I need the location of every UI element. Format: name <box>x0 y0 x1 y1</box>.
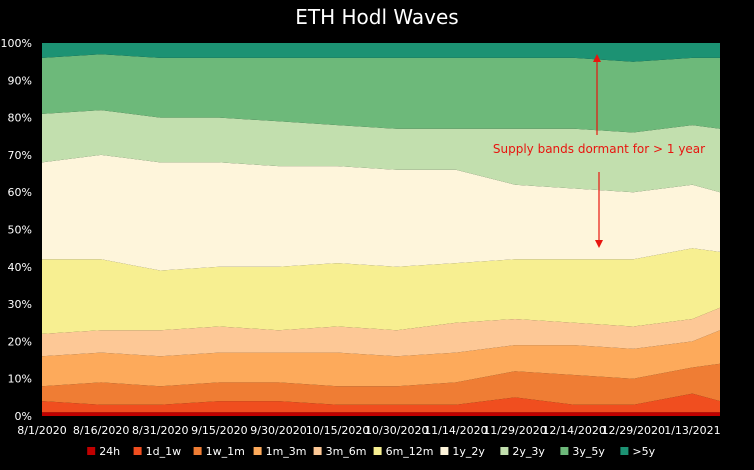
x-tick-label: 11/14/2020 <box>424 424 487 437</box>
x-tick-label: 8/31/2020 <box>132 424 188 437</box>
y-tick-label: 70% <box>8 149 32 162</box>
annotation: Supply bands dormant for > 1 year <box>493 54 705 248</box>
legend-swatch-1d_1w <box>133 447 142 455</box>
x-tick-label: 8/1/2020 <box>17 424 66 437</box>
y-tick-label: 90% <box>8 74 32 87</box>
y-tick-label: 20% <box>8 335 32 348</box>
y-tick-label: 40% <box>8 261 32 274</box>
x-axis: 8/1/2020 8/16/2020 8/31/2020 9/15/2020 9/30/… <box>17 424 720 437</box>
legend-swatch-24h <box>87 447 96 455</box>
area-24h <box>42 412 720 416</box>
x-tick-label: 1/13/2021 <box>664 424 720 437</box>
x-tick-label: 10/15/2020 <box>306 424 369 437</box>
legend-label-3y_5y: 3y_5y <box>572 445 605 458</box>
area-3y_5y <box>42 54 720 133</box>
legend-swatch-3m_6m <box>313 447 322 455</box>
area-1y_2y <box>42 154 720 271</box>
legend-swatch-3y_5y <box>560 447 569 455</box>
legend-swatch-6m_12m <box>373 447 382 455</box>
x-tick-label: 12/14/2020 <box>542 424 605 437</box>
chart-title: ETH Hodl Waves <box>295 5 458 29</box>
legend-swatch-1w_1m <box>193 447 202 455</box>
x-tick-label: 8/16/2020 <box>73 424 129 437</box>
legend-swatch-1y_2y <box>440 447 449 455</box>
legend-label-2y_3y: 2y_3y <box>512 445 545 458</box>
area-1d_1w <box>42 393 720 413</box>
y-axis: 0% 10% 20% 30% 40% 50% 60% 70% 80% 90% 100% <box>1 37 32 423</box>
y-tick-label: 0% <box>15 410 32 423</box>
legend-label-3m_6m: 3m_6m <box>326 445 367 458</box>
y-tick-label: 80% <box>8 112 32 125</box>
area->5y <box>42 43 720 62</box>
legend-label-1d_1w: 1d_1w <box>146 445 181 458</box>
legend-swatch-2y_3y <box>500 447 509 455</box>
legend-swatch-1m_3m <box>253 447 262 455</box>
arrowhead-up-icon <box>593 54 601 62</box>
legend-label-1m_3m: 1m_3m <box>266 445 307 458</box>
y-tick-label: 100% <box>1 37 32 50</box>
legend: 24h 1d_1w 1w_1m 1m_3m 3m_6m 6m_12m 1y_2y 2y_3y 3… <box>87 445 656 458</box>
x-tick-label: 10/30/2020 <box>365 424 428 437</box>
y-tick-label: 30% <box>8 298 32 311</box>
x-tick-label: 11/29/2020 <box>483 424 546 437</box>
legend-label-6m_12m: 6m_12m <box>386 445 434 458</box>
area-3m_6m <box>42 307 720 357</box>
chart-areas <box>42 43 720 416</box>
area-1m_3m <box>42 330 720 387</box>
x-tick-label: 12/29/2020 <box>602 424 665 437</box>
annotation-text: Supply bands dormant for > 1 year <box>493 142 705 156</box>
legend-label-24h: 24h <box>99 445 120 458</box>
area-2y_3y <box>42 110 720 193</box>
legend-label->5y: >5y <box>632 445 655 458</box>
x-tick-label: 9/30/2020 <box>250 424 306 437</box>
y-tick-label: 60% <box>8 186 32 199</box>
legend-swatch->5y <box>620 447 629 455</box>
legend-label-1w_1m: 1w_1m <box>206 445 245 458</box>
y-tick-label: 10% <box>8 373 32 386</box>
arrowhead-down-icon <box>595 240 603 248</box>
x-tick-label: 9/15/2020 <box>191 424 247 437</box>
area-1w_1m <box>42 363 720 405</box>
area-6m_12m <box>42 248 720 334</box>
legend-label-1y_2y: 1y_2y <box>452 445 485 458</box>
y-tick-label: 50% <box>8 224 32 237</box>
